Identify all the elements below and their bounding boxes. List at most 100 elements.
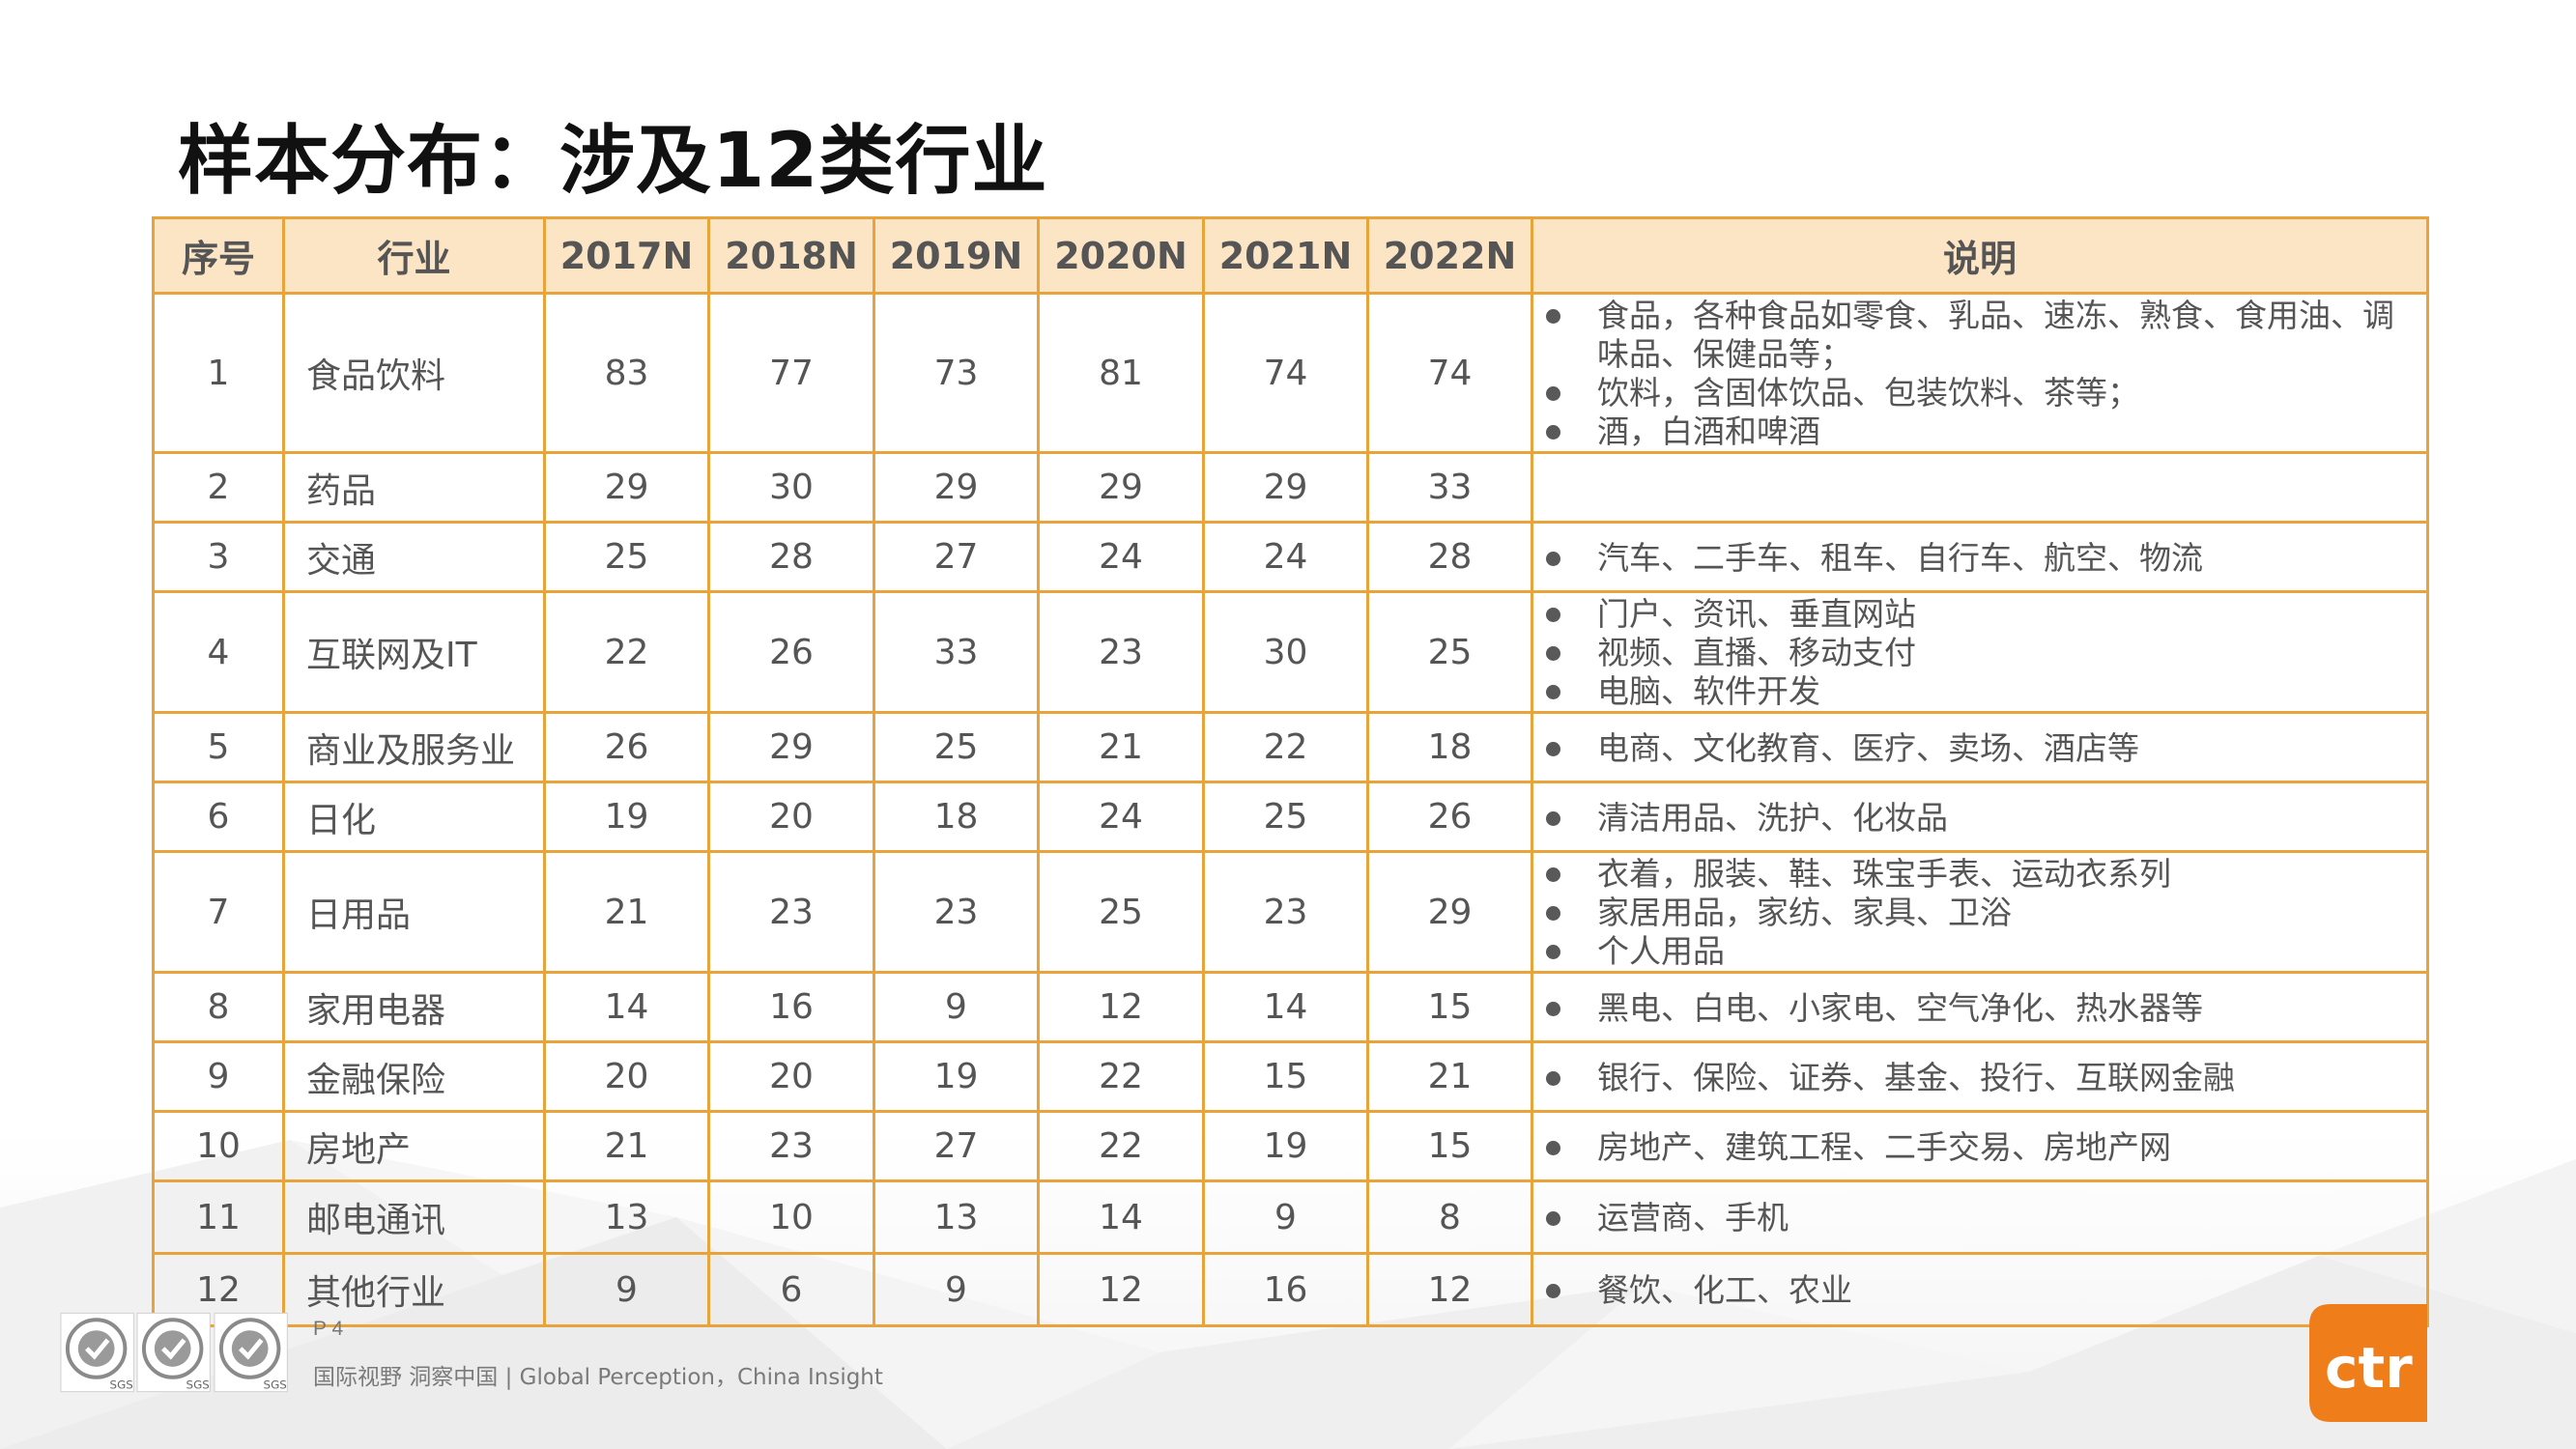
cert-label: SGS	[186, 1378, 210, 1392]
value-2018: 29	[707, 711, 875, 783]
value-2019: 9	[873, 971, 1040, 1043]
value-2017: 21	[543, 850, 710, 974]
value-2022: 15	[1366, 1110, 1533, 1182]
value-2021: 29	[1202, 451, 1369, 524]
value-2017: 19	[543, 781, 710, 853]
description-list: 食品，各种食品如零食、乳品、速冻、熟食、食用油、调味品、保健品等； 饮料，含固体饮…	[1537, 297, 2417, 451]
row-description: 银行、保险、证券、基金、投行、互联网金融	[1531, 1040, 2429, 1113]
value-2017: 25	[543, 521, 710, 593]
row-index: 8	[152, 971, 285, 1043]
value-2022: 21	[1366, 1040, 1533, 1113]
description-list: 门户、资讯、垂直网站 视频、直播、移动支付 电脑、软件开发	[1537, 595, 2417, 711]
value-2017: 9	[543, 1252, 710, 1327]
description-item: 电商、文化教育、医疗、卖场、酒店等	[1537, 729, 2417, 768]
sgs-cert-icon: SGS	[136, 1312, 212, 1393]
description-list: 汽车、二手车、租车、自行车、航空、物流	[1537, 539, 2417, 578]
row-index: 11	[152, 1179, 285, 1255]
value-2018: 77	[707, 292, 875, 454]
description-list: 清洁用品、洗护、化妆品	[1537, 799, 2417, 838]
value-2020: 24	[1037, 781, 1205, 853]
table-row: 1 食品饮料 83 77 73 81 74 74 食品，各种食品如零食、乳品、速冻、熟食、食用油…	[152, 292, 2429, 454]
cert-label: SGS	[263, 1378, 286, 1392]
value-2017: 20	[543, 1040, 710, 1113]
row-index: 2	[152, 451, 285, 524]
table-row: 10 房地产 21 23 27 22 19 15 房地产、建筑工程、二手交易、房地产网	[152, 1110, 2429, 1182]
description-list: 黑电、白电、小家电、空气净化、热水器等	[1537, 989, 2417, 1028]
value-2017: 26	[543, 711, 710, 783]
table-body: 1 食品饮料 83 77 73 81 74 74 食品，各种食品如零食、乳品、速冻、熟食、食用油…	[152, 292, 2429, 1327]
row-description: 运营商、手机	[1531, 1179, 2429, 1255]
description-item: 视频、直播、移动支付	[1537, 634, 2417, 672]
value-2018: 28	[707, 521, 875, 593]
row-index: 9	[152, 1040, 285, 1113]
row-industry: 房地产	[282, 1110, 546, 1182]
value-2019: 13	[873, 1179, 1040, 1255]
value-2021: 15	[1202, 1040, 1369, 1113]
table-row: 7 日用品 21 23 23 25 23 29 衣着，服装、鞋、珠宝手表、运动衣系列 家居用品，家…	[152, 850, 2429, 974]
header-2019: 2019N	[873, 216, 1040, 295]
value-2019: 27	[873, 521, 1040, 593]
value-2021: 25	[1202, 781, 1369, 853]
value-2018: 16	[707, 971, 875, 1043]
value-2020: 24	[1037, 521, 1205, 593]
row-index: 5	[152, 711, 285, 783]
value-2022: 28	[1366, 521, 1533, 593]
value-2021: 23	[1202, 850, 1369, 974]
value-2020: 12	[1037, 1252, 1205, 1327]
value-2022: 12	[1366, 1252, 1533, 1327]
value-2020: 29	[1037, 451, 1205, 524]
ctr-logo-shape	[2309, 1304, 2427, 1422]
row-description: 汽车、二手车、租车、自行车、航空、物流	[1531, 521, 2429, 593]
row-description: 衣着，服装、鞋、珠宝手表、运动衣系列 家居用品，家纺、家具、卫浴 个人用品	[1531, 850, 2429, 974]
ctr-logo-text: ctr	[2325, 1335, 2413, 1401]
value-2017: 21	[543, 1110, 710, 1182]
description-item: 清洁用品、洗护、化妆品	[1537, 799, 2417, 838]
description-item: 运营商、手机	[1537, 1199, 2417, 1237]
value-2022: 29	[1366, 850, 1533, 974]
header-2020: 2020N	[1037, 216, 1205, 295]
value-2019: 33	[873, 590, 1040, 714]
value-2018: 30	[707, 451, 875, 524]
description-item: 饮料，含固体饮品、包装饮料、茶等；	[1537, 374, 2417, 412]
table-row: 2 药品 29 30 29 29 29 33	[152, 451, 2429, 524]
cert-label: SGS	[110, 1378, 133, 1392]
value-2020: 25	[1037, 850, 1205, 974]
description-item: 家居用品，家纺、家具、卫浴	[1537, 894, 2417, 932]
value-2022: 8	[1366, 1179, 1533, 1255]
page-title: 样本分布：涉及12类行业	[178, 118, 1048, 205]
header-2018: 2018N	[707, 216, 875, 295]
value-2018: 20	[707, 781, 875, 853]
table-row: 11 邮电通讯 13 10 13 14 9 8 运营商、手机	[152, 1179, 2429, 1255]
row-index: 10	[152, 1110, 285, 1182]
sgs-cert-icon: SGS	[60, 1312, 134, 1393]
value-2019: 19	[873, 1040, 1040, 1113]
row-industry: 交通	[282, 521, 546, 593]
header-description: 说明	[1531, 216, 2429, 295]
description-item: 衣着，服装、鞋、珠宝手表、运动衣系列	[1537, 855, 2417, 894]
row-description: 食品，各种食品如零食、乳品、速冻、熟食、食用油、调味品、保健品等； 饮料，含固体饮…	[1531, 292, 2429, 454]
description-list: 运营商、手机	[1537, 1199, 2417, 1237]
row-index: 4	[152, 590, 285, 714]
table-row: 6 日化 19 20 18 24 25 26 清洁用品、洗护、化妆品	[152, 781, 2429, 853]
value-2018: 10	[707, 1179, 875, 1255]
description-item: 房地产、建筑工程、二手交易、房地产网	[1537, 1128, 2417, 1167]
value-2018: 6	[707, 1252, 875, 1327]
row-industry: 金融保险	[282, 1040, 546, 1113]
value-2021: 16	[1202, 1252, 1369, 1327]
row-description	[1531, 451, 2429, 524]
description-list: 房地产、建筑工程、二手交易、房地产网	[1537, 1128, 2417, 1167]
sgs-cert-icon: SGS	[214, 1312, 288, 1393]
row-industry: 药品	[282, 451, 546, 524]
table-row: 3 交通 25 28 27 24 24 28 汽车、二手车、租车、自行车、航空、物流	[152, 521, 2429, 593]
value-2019: 18	[873, 781, 1040, 853]
value-2022: 74	[1366, 292, 1533, 454]
row-industry: 邮电通讯	[282, 1179, 546, 1255]
value-2017: 29	[543, 451, 710, 524]
ctr-logo: ctr	[2309, 1304, 2427, 1422]
table-row: 5 商业及服务业 26 29 25 21 22 18 电商、文化教育、医疗、卖场、酒店等	[152, 711, 2429, 783]
description-item: 电脑、软件开发	[1537, 672, 2417, 711]
row-index: 1	[152, 292, 285, 454]
value-2019: 25	[873, 711, 1040, 783]
value-2020: 81	[1037, 292, 1205, 454]
